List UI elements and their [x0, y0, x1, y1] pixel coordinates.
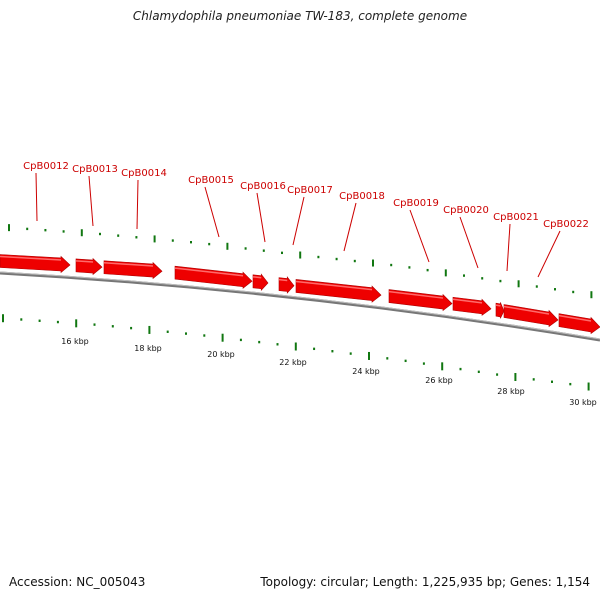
gene-arrow-highlight: [174, 267, 244, 277]
gene-track: [0, 254, 600, 335]
outer-tick-track: [8, 224, 593, 299]
gene-label[interactable]: CpB0022: [543, 219, 589, 230]
gene-arrow-highlight: [252, 276, 262, 279]
gene-arrow-highlight: [503, 305, 550, 315]
gene-leader-line: [88, 175, 94, 227]
gene-leader-line: [136, 179, 139, 230]
gene-arrow[interactable]: [452, 296, 492, 316]
genome-summary-text: Topology: circular; Length: 1,225,935 bp…: [260, 575, 590, 589]
gene-label[interactable]: CpB0014: [121, 168, 167, 179]
gene-arrow[interactable]: [174, 265, 253, 289]
gene-leader-line: [409, 209, 430, 263]
gene-leader-line: [343, 202, 357, 252]
gene-arrow-highlight: [75, 260, 94, 263]
gene-arrow-highlight: [295, 280, 373, 291]
gene-arrow[interactable]: [558, 313, 600, 335]
gene-arrow[interactable]: [252, 273, 269, 291]
gene-leader-line: [292, 196, 305, 246]
gene-arrow-highlight: [278, 278, 288, 282]
gene-arrow[interactable]: [495, 302, 505, 319]
scale-label: 24 kbp: [352, 367, 380, 376]
scale-label: 28 kbp: [497, 387, 525, 396]
gene-arrow-highlight: [558, 314, 592, 322]
gene-leader-line: [204, 186, 220, 238]
gene-arrow-highlight: [0, 255, 62, 261]
genome-backbone-highlight: [0, 271, 600, 340]
gene-arrow-highlight: [103, 262, 154, 267]
gene-label[interactable]: CpB0015: [188, 175, 234, 186]
scale-label: 26 kbp: [425, 376, 453, 385]
gene-leader-line: [459, 216, 479, 269]
inner-tick-track: [2, 314, 590, 391]
gene-arrow[interactable]: [503, 304, 559, 328]
scale-labels: 16 kbp 18 kbp 20 kbp 22 kbp 24 kbp 26 kbp 28 k…: [61, 337, 597, 407]
gene-label[interactable]: CpB0020: [443, 205, 489, 216]
gene-leader-line: [256, 192, 266, 243]
accession-text: Accession: NC_005043: [9, 575, 146, 589]
gene-arrow[interactable]: [75, 257, 103, 276]
gene-leader-line: [537, 230, 561, 278]
gene-arrow[interactable]: [278, 276, 295, 294]
gene-label[interactable]: CpB0021: [493, 212, 539, 223]
gene-label[interactable]: CpB0019: [393, 198, 439, 209]
gene-label[interactable]: CpB0012: [23, 161, 69, 172]
scale-label: 16 kbp: [61, 337, 89, 346]
gene-arrow[interactable]: [388, 289, 453, 312]
gene-arrow-highlight: [452, 298, 483, 304]
gene-leader-line: [506, 223, 511, 272]
scale-label: 22 kbp: [279, 358, 307, 367]
gene-label[interactable]: CpB0016: [240, 181, 286, 192]
gene-label[interactable]: CpB0017: [287, 185, 333, 196]
map-title: Chlamydophila pneumoniae TW-183, complet…: [132, 9, 468, 23]
gene-arrow-highlight: [495, 304, 501, 307]
gene-label[interactable]: CpB0013: [72, 164, 118, 175]
gene-leader-line: [35, 172, 38, 222]
gene-label-leaders: [35, 172, 561, 278]
gene-label[interactable]: CpB0018: [339, 191, 385, 202]
genome-backbone: [0, 271, 600, 342]
gene-arrow-highlight: [388, 290, 444, 299]
scale-label: 18 kbp: [134, 344, 162, 353]
scale-label: 30 kbp: [569, 398, 597, 407]
gene-arrow[interactable]: [295, 279, 382, 303]
scale-label: 20 kbp: [207, 350, 235, 359]
